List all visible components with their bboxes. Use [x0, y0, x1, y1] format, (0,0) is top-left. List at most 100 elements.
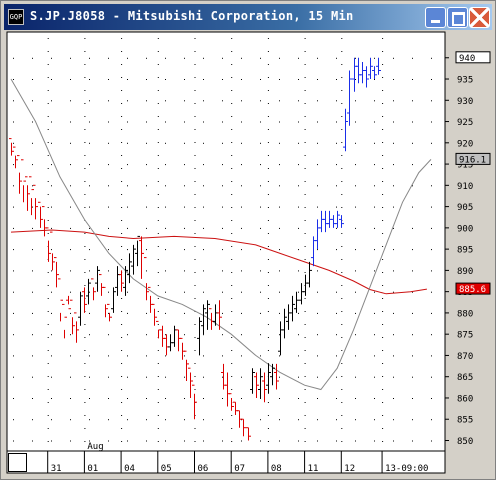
- grid-dot: [146, 270, 147, 272]
- grid-dot: [336, 419, 337, 421]
- grid-dot: [260, 334, 261, 336]
- close-button[interactable]: [469, 7, 490, 28]
- grid-dot: [304, 428, 306, 429]
- grid-dot: [13, 270, 14, 272]
- price-bar: [294, 291, 299, 313]
- grid-dot: [165, 185, 166, 187]
- price-bar: [107, 303, 112, 322]
- price-bars: [9, 57, 381, 441]
- minimize-button[interactable]: [425, 7, 446, 28]
- grid-dot: [13, 376, 14, 378]
- grid-dot: [298, 100, 299, 102]
- grid-dot: [127, 312, 128, 314]
- grid-dot: [412, 270, 413, 272]
- grid-dot: [374, 121, 375, 123]
- grid-dot: [304, 168, 306, 169]
- grid-dot: [382, 259, 384, 260]
- grid-dot: [382, 116, 384, 117]
- grid-dot: [127, 57, 128, 59]
- grid-dot: [157, 90, 159, 91]
- price-bar: [335, 210, 340, 228]
- grid-dot: [341, 246, 343, 247]
- y-tick-label: 905: [457, 203, 473, 213]
- price-bar: [21, 159, 26, 203]
- grid-dot: [121, 220, 123, 221]
- grid-dot: [355, 270, 356, 272]
- price-bar: [347, 70, 352, 126]
- maximize-button[interactable]: [447, 7, 468, 28]
- grid-dot: [260, 185, 261, 187]
- grid-dot: [146, 121, 147, 123]
- grid-dot: [431, 164, 432, 166]
- grid-dot: [267, 415, 269, 416]
- chart-corner-box[interactable]: [8, 453, 27, 472]
- grid-dot: [336, 164, 337, 166]
- grid-dot: [260, 312, 261, 314]
- grid-dot: [194, 207, 196, 208]
- grid-dot: [304, 311, 306, 312]
- price-bar: [274, 363, 279, 390]
- grid-dot: [146, 355, 147, 357]
- grid-dot: [13, 121, 14, 123]
- grid-dot: [13, 57, 14, 59]
- grid-dot: [108, 398, 109, 399]
- grid-dot: [393, 355, 394, 357]
- grid-dot: [47, 51, 49, 52]
- grid-dot: [32, 334, 33, 336]
- x-month-label: Aug: [87, 442, 103, 452]
- grid-dot: [317, 57, 318, 59]
- grid-dot: [393, 419, 394, 421]
- grid-dot: [13, 206, 14, 208]
- price-bar: [119, 270, 124, 292]
- price-bar: [364, 66, 369, 88]
- grid-dot: [412, 291, 413, 293]
- grid-dot: [260, 270, 261, 272]
- grid-dot: [341, 64, 343, 65]
- grid-dot: [298, 185, 299, 187]
- grid-dot: [84, 64, 86, 65]
- grid-dot: [13, 440, 14, 442]
- grid-dot: [47, 402, 49, 403]
- grid-dot: [298, 227, 299, 229]
- grid-dot: [355, 249, 356, 251]
- grid-dot: [203, 291, 204, 293]
- grid-dot: [382, 246, 384, 247]
- grid-dot: [121, 90, 123, 91]
- chart-plot-area[interactable]: [6, 31, 446, 452]
- app-icon[interactable]: GQP: [8, 9, 24, 25]
- grid-dot: [304, 155, 306, 156]
- grid-dot: [121, 350, 123, 351]
- grid-dot: [317, 164, 318, 166]
- grid-dot: [121, 402, 123, 403]
- grid-dot: [382, 441, 384, 442]
- grid-dot: [382, 51, 384, 52]
- grid-dot: [70, 440, 71, 442]
- grid-dot: [231, 389, 233, 390]
- grid-dot: [341, 155, 343, 156]
- grid-dot: [84, 233, 86, 234]
- grid-dot: [222, 249, 223, 251]
- grid-dot: [146, 206, 147, 208]
- grid-dot: [241, 57, 242, 59]
- grid-dot: [431, 185, 432, 187]
- grid-dot: [157, 350, 159, 351]
- price-chart[interactable]: 8508558608658708758808858908959009059109…: [4, 30, 494, 476]
- grid-dot: [260, 419, 261, 421]
- x-tick-label: 01: [87, 464, 98, 474]
- grid-dot: [157, 389, 159, 390]
- grid-dot: [47, 129, 49, 130]
- grid-dot: [355, 142, 356, 144]
- x-tick-label: 08: [271, 464, 282, 474]
- title-bar[interactable]: GQP S.JP.J8058 - Mitsubishi Corporation,…: [4, 4, 492, 30]
- grid-dot: [84, 376, 86, 377]
- grid-dot: [267, 246, 269, 247]
- grid-dot: [412, 440, 413, 442]
- grid-dot: [222, 291, 223, 293]
- grid-dot: [157, 441, 159, 442]
- grid-dot: [157, 103, 159, 104]
- grid-dot: [121, 324, 123, 325]
- grid-dot: [84, 168, 86, 169]
- price-bar: [127, 253, 132, 284]
- grid-dot: [355, 376, 356, 378]
- grid-dot: [231, 90, 233, 91]
